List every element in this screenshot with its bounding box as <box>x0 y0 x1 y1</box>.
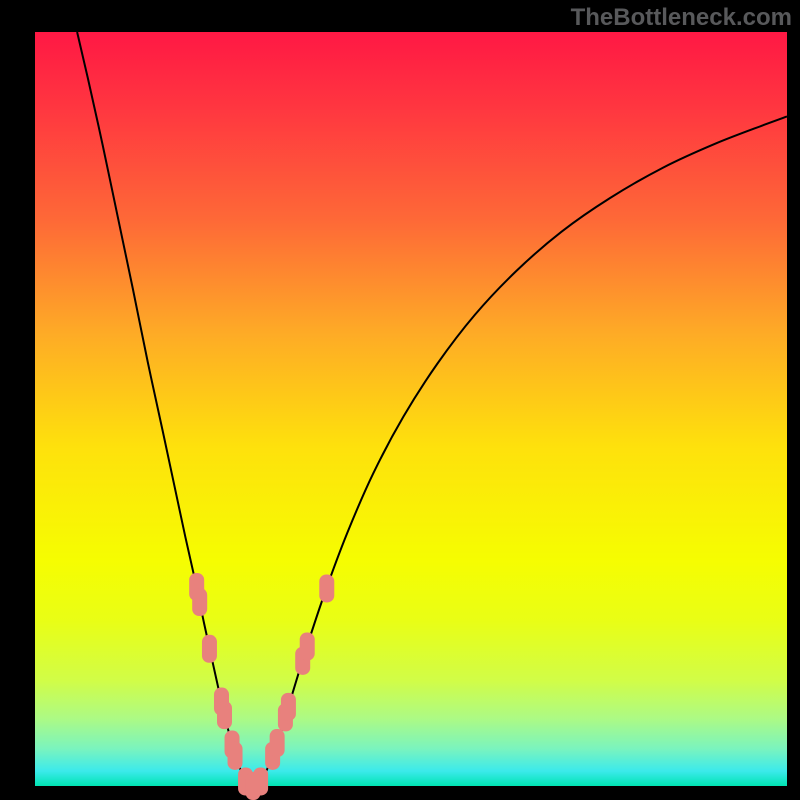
data-marker <box>228 742 243 770</box>
watermark-text: TheBottleneck.com <box>571 4 792 32</box>
chart-canvas: TheBottleneck.com <box>0 0 800 800</box>
data-marker <box>270 729 285 757</box>
data-marker <box>300 633 315 661</box>
data-marker <box>217 701 232 729</box>
data-marker <box>319 574 334 602</box>
marker-group <box>189 573 334 800</box>
curve-layer <box>35 32 787 786</box>
plot-area <box>35 32 787 786</box>
data-marker <box>253 767 268 795</box>
data-marker <box>202 635 217 663</box>
left-curve <box>77 32 253 786</box>
right-curve <box>253 116 787 786</box>
data-marker <box>281 693 296 721</box>
data-marker <box>192 588 207 616</box>
